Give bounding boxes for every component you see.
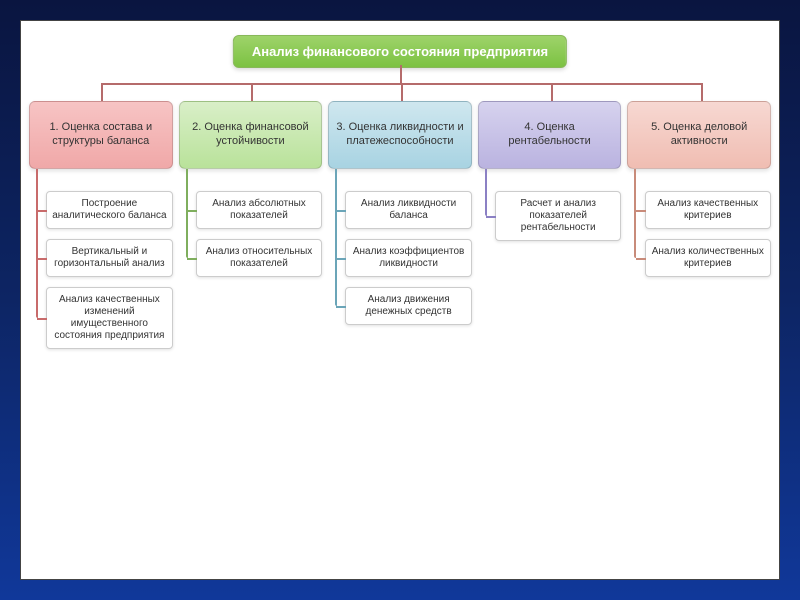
branch-connector-drop bbox=[401, 83, 403, 101]
branch-connector-drop bbox=[551, 83, 553, 101]
branch-columns: 1. Оценка состава и структуры баланса Пос… bbox=[29, 101, 771, 349]
child-node: Анализ коэффициентов ликвидности bbox=[345, 239, 471, 277]
diagram-canvas: Анализ финансового состояния предприятия… bbox=[20, 20, 780, 580]
child-connector-bracket bbox=[485, 169, 487, 216]
branch-connector-drop bbox=[701, 83, 703, 101]
branch-column: 5. Оценка деловой активности Анализ качес… bbox=[627, 101, 771, 277]
child-connector-bracket bbox=[36, 169, 38, 318]
branch-node: 1. Оценка состава и структуры баланса bbox=[29, 101, 173, 169]
child-connector-tick bbox=[37, 258, 47, 260]
child-connector-tick bbox=[636, 210, 646, 212]
root-connector-stem bbox=[400, 65, 402, 83]
child-node: Анализ относительных показателей bbox=[196, 239, 322, 277]
child-connector-tick bbox=[486, 216, 496, 218]
child-connector-bracket bbox=[335, 169, 337, 306]
child-list: Анализ ликвидности баланса Анализ коэффиц… bbox=[345, 191, 471, 325]
branch-node: 5. Оценка деловой активности bbox=[627, 101, 771, 169]
child-list: Расчет и анализ показателей рентабельнос… bbox=[495, 191, 621, 241]
child-node: Анализ движения денежных средств bbox=[345, 287, 471, 325]
branch-to-bracket-stub bbox=[485, 169, 487, 171]
child-node: Вертикальный и горизонтальный анализ bbox=[46, 239, 172, 277]
branch-column: 1. Оценка состава и структуры баланса Пос… bbox=[29, 101, 173, 349]
child-list: Анализ качественных критериев Анализ коли… bbox=[645, 191, 771, 277]
child-connector-tick bbox=[37, 318, 47, 320]
child-connector-tick bbox=[187, 258, 197, 260]
branch-node: 2. Оценка финансовой устойчивости bbox=[179, 101, 323, 169]
child-node: Анализ качественных критериев bbox=[645, 191, 771, 229]
child-node: Анализ абсолютных показателей bbox=[196, 191, 322, 229]
child-node: Построение аналитического баланса bbox=[46, 191, 172, 229]
branch-node: 3. Оценка ликвидности и платежеспособнос… bbox=[328, 101, 472, 169]
child-connector-tick bbox=[336, 258, 346, 260]
branch-connector-drop bbox=[101, 83, 103, 101]
root-node: Анализ финансового состояния предприятия bbox=[233, 35, 567, 68]
branch-node: 4. Оценка рентабельности bbox=[478, 101, 622, 169]
child-connector-bracket bbox=[634, 169, 636, 258]
branch-column: 4. Оценка рентабельности Расчет и анализ … bbox=[478, 101, 622, 241]
branch-column: 3. Оценка ликвидности и платежеспособнос… bbox=[328, 101, 472, 325]
branch-to-bracket-stub bbox=[335, 169, 337, 171]
child-node: Анализ количественных критериев bbox=[645, 239, 771, 277]
child-connector-tick bbox=[336, 210, 346, 212]
branch-to-bracket-stub bbox=[634, 169, 636, 171]
child-node: Расчет и анализ показателей рентабельнос… bbox=[495, 191, 621, 241]
branch-connector-drop bbox=[251, 83, 253, 101]
branch-column: 2. Оценка финансовой устойчивости Анализ … bbox=[179, 101, 323, 277]
child-connector-tick bbox=[336, 306, 346, 308]
child-node: Анализ качественных изменений имуществен… bbox=[46, 287, 172, 349]
child-connector-tick bbox=[636, 258, 646, 260]
child-list: Построение аналитического баланса Вертика… bbox=[46, 191, 172, 349]
branch-to-bracket-stub bbox=[186, 169, 188, 171]
child-connector-bracket bbox=[186, 169, 188, 258]
child-connector-tick bbox=[187, 210, 197, 212]
child-list: Анализ абсолютных показателей Анализ отно… bbox=[196, 191, 322, 277]
child-node: Анализ ликвидности баланса bbox=[345, 191, 471, 229]
branch-to-bracket-stub bbox=[36, 169, 38, 171]
child-connector-tick bbox=[37, 210, 47, 212]
